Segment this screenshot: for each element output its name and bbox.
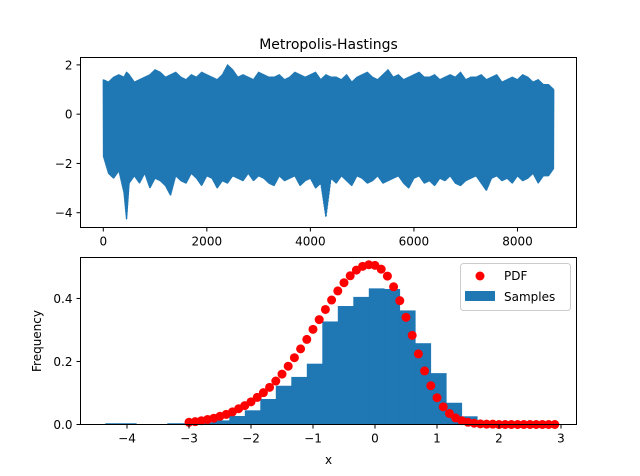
legend-samples-label: Samples [504, 290, 555, 304]
pdf-point [246, 397, 256, 407]
histogram-bar [244, 410, 261, 425]
pdf-point [308, 324, 318, 334]
histogram-bar [337, 306, 354, 425]
y-tick-label: −2 [55, 157, 73, 171]
y-tick-label: −4 [55, 206, 73, 220]
y-tick-label: 0.2 [53, 355, 72, 369]
x-tick-label: 2000 [192, 235, 223, 249]
histogram-bar [105, 423, 122, 425]
chart-title: Metropolis-Hastings [259, 37, 398, 53]
pdf-point [283, 361, 293, 371]
pdf-point [426, 381, 436, 391]
pdf-point [382, 271, 392, 281]
pdf-point [345, 271, 355, 281]
pdf-point [395, 296, 405, 306]
pdf-point [258, 388, 268, 398]
y-tick-label: 0.4 [53, 292, 72, 306]
pdf-point [302, 334, 312, 344]
histogram-y-axis: 0.0 0.2 0.4 [53, 292, 81, 432]
pdf-points [184, 260, 560, 429]
pdf-point [314, 315, 324, 325]
pdf-point [333, 286, 343, 296]
pdf-point [320, 304, 330, 314]
histogram-bar [322, 321, 339, 425]
trace-x-axis: 0 2000 4000 6000 8000 [99, 227, 533, 249]
legend: PDF Samples [460, 263, 571, 311]
pdf-point [296, 344, 306, 354]
trace-plot-area [102, 64, 555, 220]
histogram-bar [291, 376, 308, 425]
x-tick-label: 3 [557, 432, 565, 446]
histogram-bar [353, 296, 370, 425]
pdf-point [432, 393, 442, 403]
histogram-bar [120, 423, 137, 425]
pdf-point [252, 392, 262, 402]
x-tick-label: 0 [99, 235, 107, 249]
histogram-bar [415, 343, 432, 425]
histogram-bar [399, 310, 416, 425]
pdf-point [444, 408, 454, 418]
trace-line [102, 64, 555, 220]
pdf-point [277, 369, 287, 379]
histogram-x-axis: −4 −3 −2 −1 0 1 2 3 [118, 424, 565, 446]
pdf-point [389, 282, 399, 292]
x-tick-label: 6000 [399, 235, 430, 249]
x-tick-label: −3 [180, 432, 198, 446]
y-tick-label: 0.0 [53, 418, 72, 432]
x-tick-label: 2 [495, 432, 503, 446]
pdf-point [327, 295, 337, 305]
x-tick-label: 4000 [295, 235, 326, 249]
trace-axes-frame [80, 57, 577, 228]
pdf-point [339, 278, 349, 288]
x-tick-label: −1 [304, 432, 322, 446]
pdf-point [289, 353, 299, 363]
trace-y-axis: −4 −2 0 2 [55, 58, 81, 220]
histogram-chart: −4 −3 −2 −1 0 1 2 3 0.0 0.2 0.4 x Frequency PDF S… [30, 257, 577, 467]
x-tick-label: 8000 [502, 235, 533, 249]
x-tick-label: −4 [118, 432, 136, 446]
histogram-bar [167, 423, 184, 425]
histogram-bar [306, 363, 323, 425]
pdf-point [265, 382, 275, 392]
histogram-bar [368, 288, 385, 425]
pdf-point [420, 366, 430, 376]
x-tick-label: 0 [371, 432, 379, 446]
x-tick-label: −2 [242, 432, 260, 446]
y-tick-label: 0 [65, 108, 73, 122]
pdf-point [407, 330, 417, 340]
pdf-point [413, 349, 423, 359]
x-tick-label: 1 [433, 432, 441, 446]
pdf-point [271, 376, 281, 386]
histogram-axes-frame [80, 257, 577, 425]
histogram-bar [260, 398, 277, 425]
y-tick-label: 2 [65, 58, 73, 72]
trace-chart: Metropolis-Hastings 0 2000 4000 6000 8000 −4… [55, 37, 577, 249]
legend-pdf-label: PDF [504, 269, 527, 283]
histogram-bar [275, 385, 292, 425]
histogram-bar [384, 289, 401, 425]
legend-samples-swatch [465, 291, 495, 301]
legend-pdf-marker [475, 271, 485, 281]
pdf-point [438, 402, 448, 412]
pdf-point [376, 264, 386, 274]
x-axis-title: x [325, 453, 332, 467]
pdf-point [401, 312, 411, 322]
y-axis-title: Frequency [30, 310, 44, 372]
histogram-bar [213, 420, 230, 425]
histogram-bar [229, 415, 246, 425]
